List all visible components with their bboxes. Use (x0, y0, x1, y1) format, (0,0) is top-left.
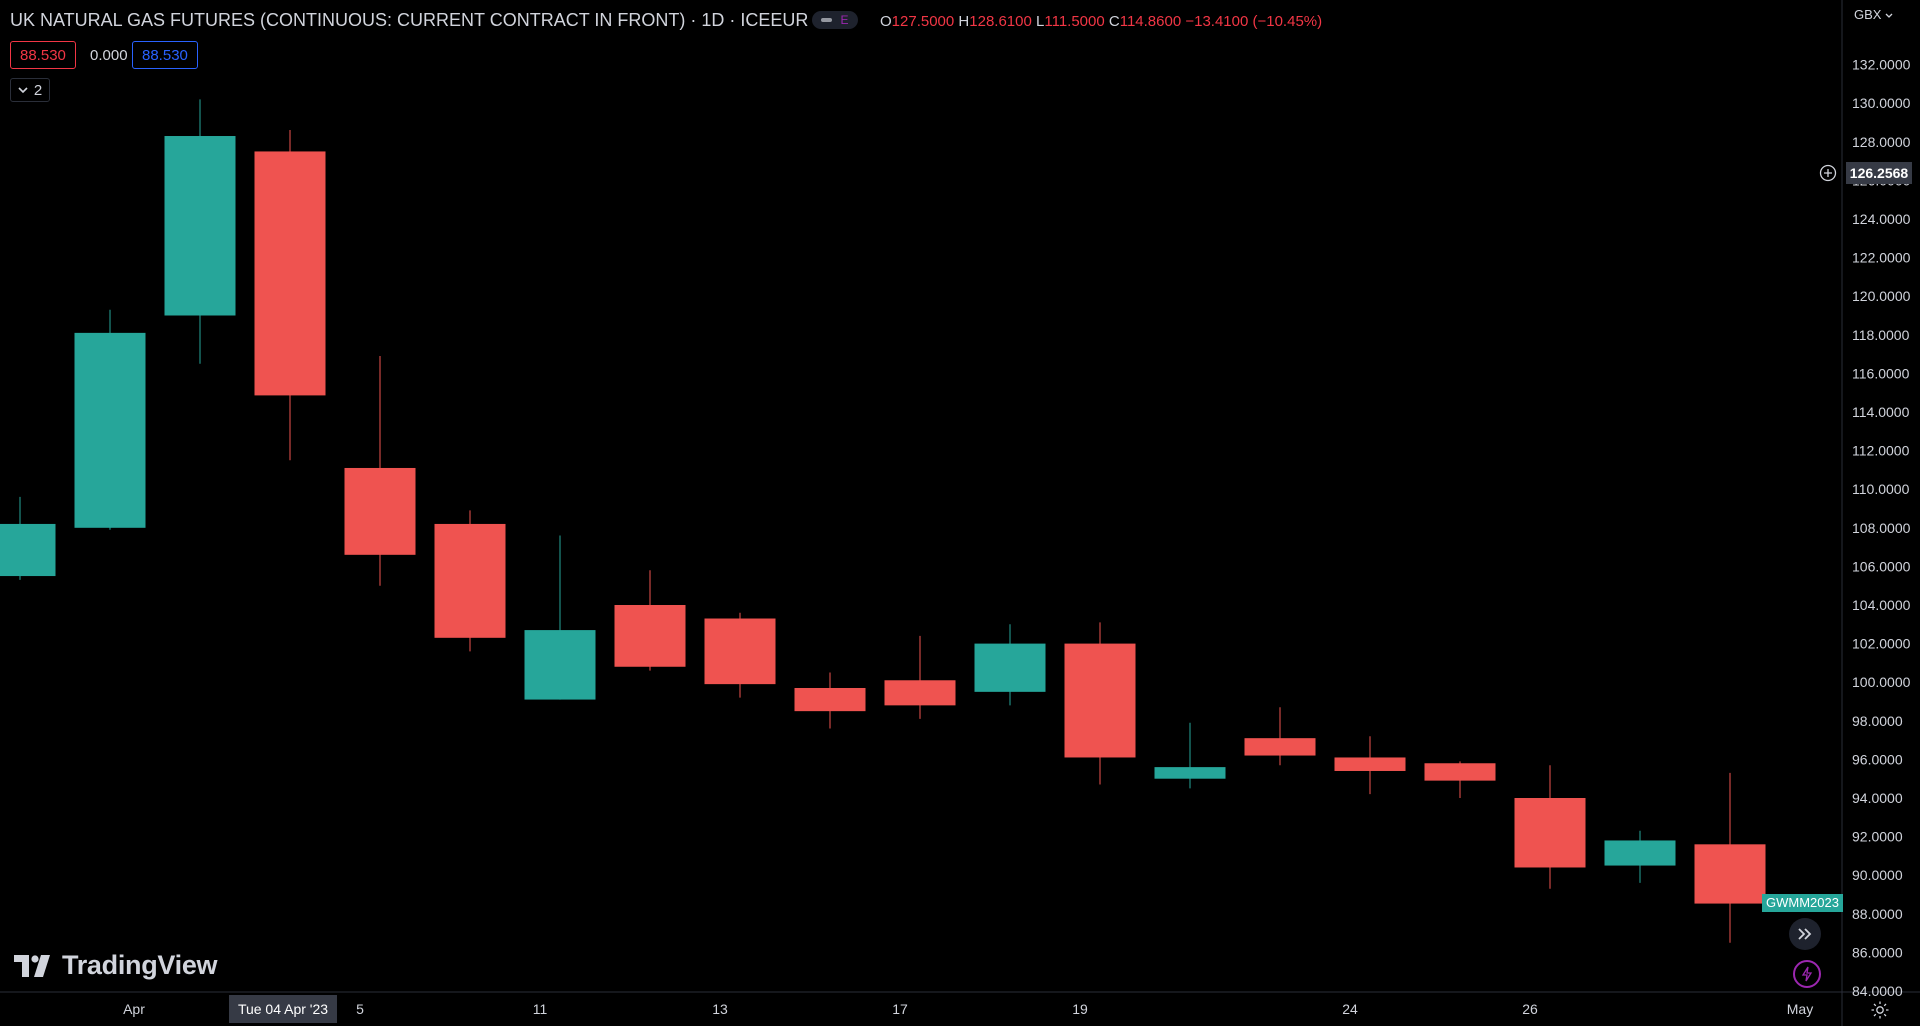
double-chevron-right-icon (1798, 928, 1812, 940)
candle-up[interactable] (1154, 767, 1226, 779)
high-value: 128.6100 (969, 13, 1032, 30)
high-label: H (958, 13, 970, 30)
y-tick-label: 110.0000 (1852, 481, 1910, 497)
x-tick-label: 11 (533, 1001, 548, 1017)
candle-down[interactable] (1064, 643, 1136, 758)
y-tick-label: 114.0000 (1852, 404, 1910, 420)
close-value: 114.8600 (1119, 13, 1182, 30)
candle-down[interactable] (1244, 738, 1316, 756)
y-tick-label: 122.0000 (1852, 250, 1911, 266)
symbol-price-tag: GWMM2023 (1762, 894, 1843, 912)
y-tick-label: 106.0000 (1852, 558, 1911, 574)
time-axis: Apr 5 11 13 17 19 24 26 May (123, 1001, 1813, 1017)
candle-down[interactable] (794, 687, 866, 712)
indicator-count: 2 (33, 81, 43, 99)
candle-down[interactable] (614, 605, 686, 667)
candle-down[interactable] (1514, 798, 1586, 868)
ask-price-chip[interactable]: 88.530 (132, 41, 198, 69)
y-tick-label: 94.0000 (1852, 790, 1903, 806)
gear-icon (1871, 1001, 1889, 1019)
y-tick-label: 120.0000 (1852, 288, 1911, 304)
indicators-collapse-button[interactable]: 2 (10, 78, 50, 102)
eye-toggle-icon (821, 18, 833, 22)
low-value: 111.5000 (1044, 13, 1105, 30)
candle-up[interactable] (1604, 840, 1676, 866)
x-tick-label: 5 (356, 1001, 364, 1017)
x-tick-label: 26 (1522, 1001, 1538, 1017)
price-axis: 84.0000 86.0000 88.0000 90.0000 92.0000 94.00… (1852, 57, 1911, 999)
logo-text: TradingView (62, 950, 218, 980)
chevron-down-icon (1885, 13, 1893, 18)
x-tick-label: May (1787, 1001, 1813, 1017)
y-tick-label: 118.0000 (1852, 327, 1910, 343)
x-tick-label: 19 (1072, 1001, 1088, 1017)
x-tick-label: 17 (892, 1001, 908, 1017)
candles-layer (0, 99, 1766, 943)
y-tick-label: 130.0000 (1852, 95, 1911, 111)
chevron-down-icon (18, 87, 28, 94)
lightning-bolt-icon (1801, 966, 1813, 982)
candle-up[interactable] (0, 523, 56, 577)
x-tick-label: Apr (123, 1001, 145, 1017)
chart-settings-button[interactable] (1868, 998, 1892, 1022)
y-tick-label: 132.0000 (1852, 57, 1911, 73)
chart-title[interactable]: UK NATURAL GAS FUTURES (CONTINUOUS: CURR… (10, 10, 809, 30)
x-tick-label: 24 (1342, 1001, 1358, 1017)
candle-down[interactable] (1334, 757, 1406, 771)
crosshair-price-label: 126.2568 (1846, 162, 1912, 184)
crosshair-date-label: Tue 04 Apr '23 (229, 995, 337, 1023)
candle-down[interactable] (1694, 844, 1766, 904)
y-tick-label: 104.0000 (1852, 597, 1911, 613)
tradingview-logo[interactable]: TradingView (14, 950, 218, 981)
candle-up[interactable] (74, 332, 146, 528)
y-tick-label: 116.0000 (1852, 365, 1910, 381)
replay-button[interactable] (1793, 960, 1821, 988)
spread-value: 0.000 (90, 47, 128, 64)
low-label: L (1036, 13, 1045, 30)
y-tick-label: 90.0000 (1852, 867, 1903, 883)
y-tick-label: 84.0000 (1852, 983, 1903, 999)
candle-up[interactable] (164, 136, 236, 316)
add-price-alert-icon[interactable] (1818, 163, 1838, 183)
ohlc-readout: O127.5000 H128.6100 L111.5000 C114.8600 … (880, 13, 1322, 30)
y-tick-label: 128.0000 (1852, 134, 1911, 150)
candle-down[interactable] (254, 151, 326, 396)
y-tick-label: 108.0000 (1852, 520, 1911, 536)
currency-selector[interactable]: GBX (1854, 7, 1893, 22)
candle-up[interactable] (524, 630, 596, 700)
open-value: 127.5000 (891, 13, 955, 30)
y-tick-label: 100.0000 (1852, 674, 1911, 690)
y-tick-label: 102.0000 (1852, 636, 1911, 652)
open-label: O (880, 13, 892, 30)
candle-up[interactable] (974, 643, 1046, 692)
y-tick-label: 98.0000 (1852, 713, 1903, 729)
y-tick-label: 92.0000 (1852, 829, 1903, 845)
y-tick-label: 96.0000 (1852, 751, 1903, 767)
y-tick-label: 86.0000 (1852, 944, 1903, 960)
y-tick-label: 88.0000 (1852, 906, 1903, 922)
bid-price-chip[interactable]: 88.530 (10, 41, 76, 69)
x-tick-label: 13 (712, 1001, 728, 1017)
candle-down[interactable] (344, 467, 416, 555)
earnings-badge: E (840, 13, 849, 27)
candle-down[interactable] (884, 680, 956, 706)
candle-down[interactable] (704, 618, 776, 685)
y-tick-label: 112.0000 (1852, 443, 1910, 459)
close-label: C (1108, 13, 1120, 30)
currency-label: GBX (1854, 7, 1882, 22)
change-value: −13.4100 (−10.45%) (1185, 13, 1323, 30)
visibility-toggle[interactable]: E (812, 11, 858, 29)
scroll-to-realtime-button[interactable] (1789, 918, 1821, 950)
y-tick-label: 124.0000 (1852, 211, 1911, 227)
tradingview-logo-icon (14, 954, 50, 977)
candle-down[interactable] (434, 523, 506, 638)
candle-down[interactable] (1424, 763, 1496, 781)
